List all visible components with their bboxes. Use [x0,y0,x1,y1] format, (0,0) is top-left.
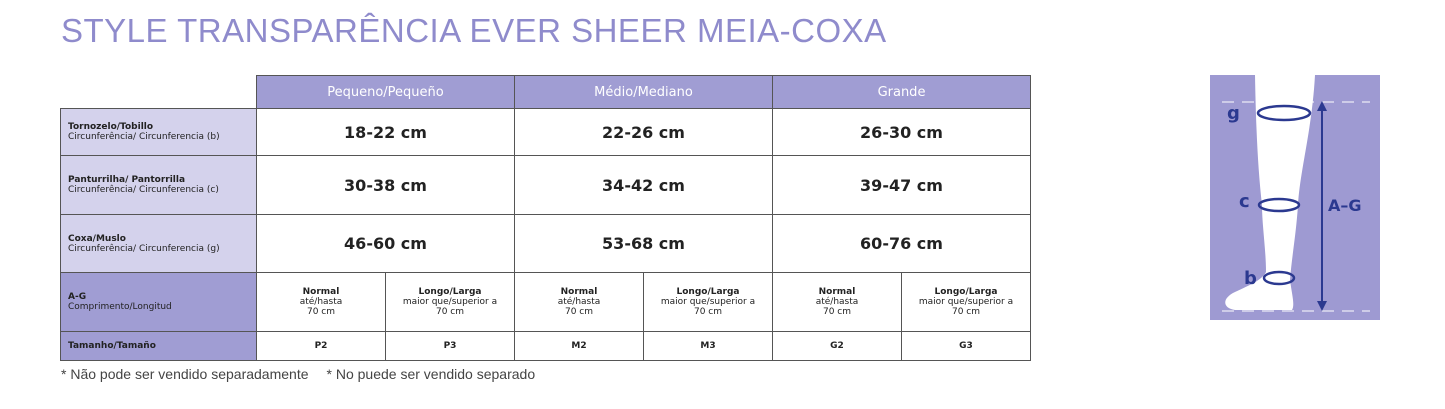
cell-title: Longo/Larga [676,287,740,297]
row-subtitle: Circunferência/ Circunferencia (g) [68,243,220,254]
cell: G3 [901,331,1031,361]
label-b: b [1244,268,1257,289]
measure-ring [1257,197,1301,213]
leg [1225,75,1315,310]
cell-line: 70 cm [951,307,981,317]
table-row: A-G Comprimento/Longitud Normal até/hasta 70… [60,272,1031,332]
row-label: Tamanho/Tamaño [60,331,257,361]
cell-title: Normal [302,287,340,297]
cell: Longo/Larga maior que/superior a 70 cm [385,272,515,332]
label-g: g [1227,103,1240,124]
label-c: c [1239,191,1250,212]
cell: G2 [772,331,902,361]
cell-line: 70 cm [306,307,336,317]
cell-line: maior que/superior a [918,297,1014,307]
cell: Normal até/hasta 70 cm [772,272,902,332]
cell-line: até/hasta [557,297,601,307]
row-label: Coxa/Muslo Circunferência/ Circunferencia… [60,214,257,273]
cell-line: maior que/superior a [660,297,756,307]
cell: P2 [256,331,386,361]
cell-title: Longo/Larga [934,287,998,297]
cell: Longo/Larga maior que/superior a 70 cm [901,272,1031,332]
measure-ring [1256,104,1312,122]
row-label: A-G Comprimento/Longitud [60,272,257,332]
cell: M2 [514,331,644,361]
row-title: Panturrilha/ Pantorrilla [68,175,186,185]
header-row: Pequeno/Pequeño Médio/Mediano Grande [60,75,1031,109]
cell-line: 70 cm [822,307,852,317]
row-title: Coxa/Muslo [68,233,126,244]
table-row: Tamanho/Tamaño P2 P3 M2 M3 G2 G3 [60,331,1031,361]
row-subtitle: Circunferência/ Circunferencia (c) [68,185,219,195]
size-table: Pequeno/Pequeño Médio/Mediano Grande Tornoz… [60,75,1031,361]
cell-line: até/hasta [299,297,343,307]
footnotes: * Não pode ser vendido separadamente * No… [61,366,535,382]
cell-line: até/hasta [815,297,859,307]
title: STYLE TRANSPARÊNCIA EVER SHEER MEIA-COXA [61,12,887,49]
measure-ring [1262,270,1296,286]
size-header: Médio/Mediano [514,75,773,109]
cell: 30-38 cm [256,155,515,215]
corner [60,75,257,109]
cell-line: 70 cm [435,307,465,317]
row-title: A-G [68,292,87,302]
row-title: Tamanho/Tamaño [68,341,156,351]
footnote: * No puede ser vendido separado [326,366,536,382]
cell-title: Normal [818,287,856,297]
cell-line: 70 cm [564,307,594,317]
cell-line: 70 cm [693,307,723,317]
label-ag: A–G [1328,196,1362,215]
table-row: Tornozelo/Tobillo Circunferência/ Circunf… [60,108,1031,156]
row-title: Tornozelo/Tobillo [68,122,154,132]
cell-title: Normal [560,287,598,297]
row-label: Tornozelo/Tobillo Circunferência/ Circunf… [60,108,257,156]
cell-title: Longo/Larga [418,287,482,297]
footnote: * Não pode ser vendido separadamente [61,366,309,382]
cell: 22-26 cm [514,108,773,156]
row-subtitle: Comprimento/Longitud [68,302,172,312]
cell: P3 [385,331,515,361]
size-header: Grande [772,75,1031,109]
cell: 34-42 cm [514,155,773,215]
row-subtitle: Circunferência/ Circunferencia (b) [68,132,220,142]
cell: Longo/Larga maior que/superior a 70 cm [643,272,773,332]
table-row: Coxa/Muslo Circunferência/ Circunferencia… [60,214,1031,273]
cell: M3 [643,331,773,361]
cell-line: maior que/superior a [402,297,498,307]
cell: 18-22 cm [256,108,515,156]
row-label: Panturrilha/ Pantorrilla Circunferência/ … [60,155,257,215]
cell: 26-30 cm [772,108,1031,156]
